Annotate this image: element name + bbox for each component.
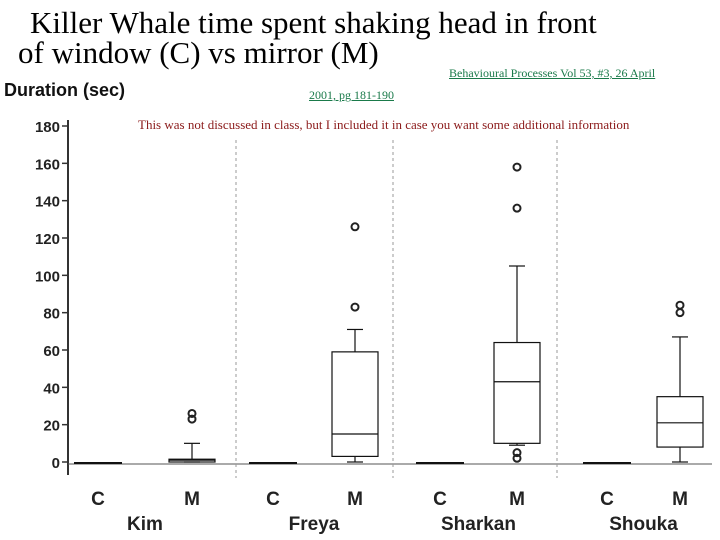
y-tick-label: 100 (35, 268, 60, 285)
condition-label: C (433, 489, 447, 510)
title-line-1: Killer Whale time spent shaking head in … (30, 5, 597, 40)
group-label-sharkan: Sharkan (441, 514, 516, 535)
y-tick-label: 80 (43, 306, 60, 323)
outlier-point (512, 203, 522, 213)
condition-label: M (184, 489, 200, 510)
outlier-point (512, 448, 522, 458)
condition-label: M (672, 489, 688, 510)
citation-link[interactable]: Behavioural Processes Vol 53, #3, 26 Apr… (449, 66, 656, 80)
outlier-point (187, 408, 197, 418)
y-tick-label: 60 (43, 343, 60, 360)
outlier-point (512, 162, 522, 172)
y-tick-label: 0 (52, 455, 60, 472)
condition-label: C (266, 489, 280, 510)
y-tick-label: 160 (35, 156, 60, 173)
outlier-point (675, 300, 685, 310)
y-tick-label: 40 (43, 380, 60, 397)
condition-label: C (600, 489, 614, 510)
additional-info-note: This was not discussed in class, but I i… (138, 117, 630, 132)
condition-label: C (91, 489, 105, 510)
outlier-point (675, 308, 685, 318)
y-tick-label: 20 (43, 418, 60, 435)
title-line-2: of window (C) vs mirror (M) (18, 35, 379, 70)
outlier-point (350, 222, 360, 232)
group-label-shouka: Shouka (609, 514, 678, 535)
box-freya-m (331, 351, 379, 458)
group-label-kim: Kim (127, 514, 163, 535)
y-tick-label: 120 (35, 231, 60, 248)
y-tick-label: 140 (35, 194, 60, 211)
condition-label: M (347, 489, 363, 510)
slide-title: Killer Whale time spent shaking head in … (0, 5, 720, 70)
condition-label: M (509, 489, 525, 510)
y-tick-label: 180 (35, 119, 60, 136)
outlier-point (350, 302, 360, 312)
box-sharkan-m (493, 341, 541, 444)
box-shouka-m (656, 396, 704, 448)
group-label-freya: Freya (289, 514, 340, 535)
outlier-point (512, 453, 522, 463)
y-axis-title: Duration (sec) (4, 80, 126, 100)
outlier-point (187, 414, 197, 424)
citation-link-continued[interactable]: 2001, pg 181-190 (309, 88, 394, 102)
